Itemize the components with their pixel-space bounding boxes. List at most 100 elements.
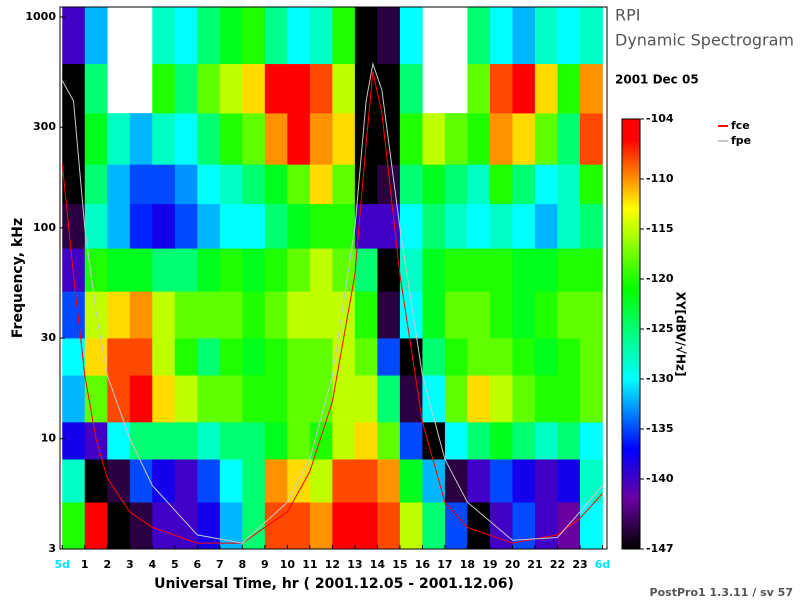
date-label: 2001 Dec 05 bbox=[615, 73, 699, 87]
heatmap-cell bbox=[444, 338, 468, 376]
heatmap-cell bbox=[399, 203, 423, 249]
colorbar-tick-label: -130 bbox=[646, 372, 674, 385]
heatmap-cell bbox=[557, 422, 581, 460]
heatmap-cell bbox=[444, 164, 468, 205]
heatmap-cell bbox=[377, 7, 401, 65]
heatmap-cell bbox=[579, 422, 603, 460]
heatmap-cell bbox=[489, 164, 513, 205]
heatmap-cell bbox=[264, 422, 288, 460]
heatmap-cell bbox=[489, 113, 513, 165]
heatmap-cell bbox=[287, 7, 311, 65]
heatmap-cell bbox=[129, 113, 153, 165]
heatmap-cell bbox=[219, 248, 243, 292]
heatmap-cell bbox=[219, 7, 243, 65]
heatmap-cell bbox=[422, 164, 446, 205]
heatmap-cell bbox=[489, 203, 513, 249]
heatmap-cell bbox=[534, 203, 558, 249]
heatmap-cell bbox=[129, 502, 153, 550]
heatmap-cell bbox=[399, 459, 423, 503]
heatmap-cell bbox=[377, 164, 401, 205]
heatmap-cell bbox=[557, 113, 581, 165]
heatmap-cell bbox=[557, 203, 581, 249]
colorbar-label: XY[dBV/√Hz] bbox=[674, 292, 688, 377]
y-tick-label: 3 bbox=[48, 542, 56, 555]
heatmap-cell bbox=[354, 502, 378, 550]
heatmap-cell bbox=[242, 164, 266, 205]
x-tick-label: 11 bbox=[302, 558, 317, 571]
colorbar-tick-label: -104 bbox=[646, 112, 674, 125]
heatmap-cell bbox=[264, 459, 288, 503]
heatmap-cell bbox=[242, 291, 266, 339]
heatmap-cell bbox=[309, 459, 333, 503]
heatmap-cell bbox=[152, 203, 176, 249]
heatmap-cell bbox=[309, 164, 333, 205]
heatmap-cell bbox=[129, 375, 153, 423]
heatmap-cell bbox=[377, 113, 401, 165]
x-tick-label: 7 bbox=[216, 558, 224, 571]
heatmap-cell bbox=[534, 375, 558, 423]
heatmap-cell bbox=[512, 63, 536, 114]
heatmap-cell bbox=[152, 338, 176, 376]
heatmap-cell bbox=[309, 7, 333, 65]
colorbar-tick-label: -110 bbox=[646, 172, 674, 185]
heatmap-cell bbox=[422, 113, 446, 165]
heatmap-cell bbox=[287, 113, 311, 165]
heatmap-cell bbox=[422, 375, 446, 423]
heatmap-cell bbox=[467, 375, 491, 423]
x-tick-label: 18 bbox=[460, 558, 475, 571]
chart-title: RPI bbox=[615, 6, 640, 25]
heatmap-cell bbox=[264, 203, 288, 249]
heatmap-cell bbox=[332, 459, 356, 503]
x-tick-label: 6d bbox=[595, 558, 611, 571]
heatmap-cell bbox=[107, 422, 131, 460]
x-tick-label: 14 bbox=[370, 558, 386, 571]
heatmap-cell bbox=[467, 203, 491, 249]
heatmap-cell bbox=[444, 502, 468, 550]
x-axis-label: Universal Time, hr ( 2001.12.05 - 2001.1… bbox=[154, 576, 514, 592]
heatmap-cell bbox=[152, 459, 176, 503]
heatmap-cell bbox=[512, 459, 536, 503]
heatmap-cell bbox=[242, 375, 266, 423]
x-tick-label: 17 bbox=[437, 558, 452, 571]
heatmap-cell bbox=[332, 248, 356, 292]
heatmap-cell bbox=[557, 7, 581, 65]
heatmap-cell bbox=[467, 164, 491, 205]
heatmap-cell bbox=[512, 164, 536, 205]
x-tick-label: 15 bbox=[392, 558, 407, 571]
heatmap-cell bbox=[489, 63, 513, 114]
x-tick-label: 23 bbox=[572, 558, 587, 571]
heatmap-cell bbox=[354, 63, 378, 114]
heatmap-cell bbox=[489, 7, 513, 65]
heatmap-cell bbox=[399, 291, 423, 339]
heatmap-cell bbox=[309, 63, 333, 114]
heatmap-cell bbox=[512, 248, 536, 292]
heatmap-cell bbox=[62, 375, 86, 423]
heatmap-cell bbox=[174, 459, 198, 503]
x-tick-label: 5 bbox=[171, 558, 179, 571]
heatmap-cell bbox=[377, 248, 401, 292]
heatmap-cell bbox=[467, 113, 491, 165]
heatmap-cell bbox=[579, 164, 603, 205]
heatmap-cell bbox=[354, 164, 378, 205]
heatmap-cell bbox=[264, 248, 288, 292]
heatmap-cell bbox=[197, 7, 221, 65]
heatmap-cell bbox=[264, 291, 288, 339]
heatmap-cell bbox=[287, 502, 311, 550]
heatmap-cell bbox=[219, 164, 243, 205]
x-tick-label: 9 bbox=[261, 558, 269, 571]
heatmap-cell bbox=[152, 291, 176, 339]
heatmap-cell bbox=[377, 422, 401, 460]
heatmap-cell bbox=[309, 422, 333, 460]
heatmap-cell bbox=[287, 203, 311, 249]
heatmap-cell bbox=[129, 338, 153, 376]
heatmap-cell bbox=[174, 113, 198, 165]
heatmap-cell bbox=[354, 422, 378, 460]
heatmap-cell bbox=[242, 459, 266, 503]
heatmap-cell bbox=[557, 459, 581, 503]
y-tick-label: 10 bbox=[41, 432, 57, 445]
heatmap-cell bbox=[264, 338, 288, 376]
heatmap-cell bbox=[107, 203, 131, 249]
heatmap-cell bbox=[399, 164, 423, 205]
heatmap-cell bbox=[444, 203, 468, 249]
